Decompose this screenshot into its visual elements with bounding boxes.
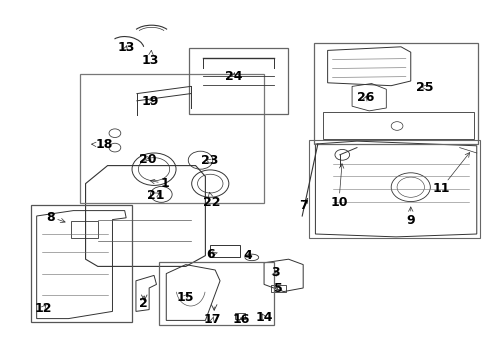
Text: 21: 21 (146, 189, 164, 202)
Text: 16: 16 (232, 313, 249, 326)
Text: 7: 7 (299, 198, 307, 212)
Text: 13: 13 (117, 41, 135, 54)
Bar (210, 245, 239, 257)
Text: 13: 13 (142, 50, 159, 67)
Text: 17: 17 (203, 313, 221, 326)
Text: 3: 3 (270, 266, 279, 279)
Bar (234, 313, 245, 319)
Text: 10: 10 (329, 164, 347, 209)
Text: 4: 4 (243, 249, 252, 262)
Text: 6: 6 (205, 248, 217, 261)
Text: 20: 20 (139, 153, 157, 166)
Text: 15: 15 (176, 291, 193, 304)
Text: 19: 19 (142, 95, 159, 108)
Text: 26: 26 (356, 91, 374, 104)
Text: 12: 12 (34, 302, 52, 315)
Bar (271, 285, 285, 292)
Text: 25: 25 (415, 81, 432, 94)
Text: 14: 14 (255, 311, 272, 324)
Text: 1: 1 (150, 177, 169, 190)
Text: 8: 8 (46, 211, 65, 224)
Text: 2: 2 (139, 296, 147, 310)
Text: 11: 11 (431, 153, 468, 195)
Text: 24: 24 (224, 70, 242, 83)
Bar (71, 221, 98, 238)
Text: 5: 5 (274, 282, 283, 295)
Text: 9: 9 (406, 207, 414, 227)
Text: 23: 23 (200, 154, 218, 167)
Text: 22: 22 (203, 192, 220, 209)
Text: 18: 18 (91, 138, 113, 151)
